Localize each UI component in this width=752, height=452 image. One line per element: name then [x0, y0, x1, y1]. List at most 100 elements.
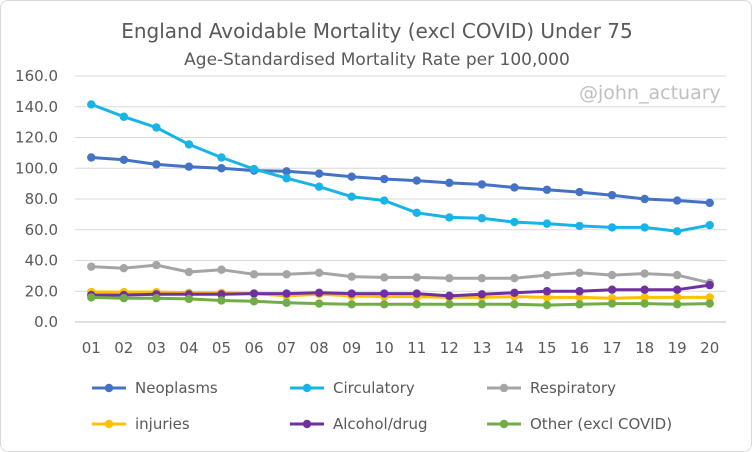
data-point: [672, 285, 682, 294]
y-tick-label: 20.0: [25, 282, 58, 300]
data-point: [510, 273, 519, 283]
legend-label: Other (excl COVID): [530, 415, 672, 433]
data-point: [152, 293, 161, 303]
data-point: [119, 155, 129, 164]
data-point: [672, 293, 682, 302]
data-point: [347, 172, 356, 181]
x-tick-label: 05: [212, 339, 231, 357]
data-point: [184, 162, 194, 171]
data-point: [575, 287, 584, 296]
x-tick-label: 15: [537, 339, 556, 357]
data-point: [184, 267, 194, 277]
x-tick-label: 11: [407, 339, 426, 357]
data-point: [640, 299, 649, 308]
chart-subtitle: Age-Standardised Mortality Rate per 100,…: [184, 50, 570, 70]
legend: Neoplasms Circulatory Respiratory injuries A…: [92, 379, 672, 433]
legend-label: Neoplasms: [135, 379, 218, 397]
data-point: [119, 293, 129, 303]
data-point: [607, 190, 617, 200]
data-point: [249, 164, 259, 174]
data-point: [87, 262, 96, 271]
data-point: [672, 227, 682, 236]
data-point: [705, 198, 714, 208]
data-point: [152, 123, 161, 132]
series-line: [89, 295, 712, 307]
data-point: [184, 294, 194, 304]
data-point: [380, 300, 389, 309]
data-point: [640, 285, 649, 294]
data-point: [477, 214, 487, 223]
data-point: [412, 176, 421, 185]
data-point: [314, 169, 324, 178]
series-group: [87, 100, 714, 310]
x-tick-label: 08: [310, 339, 329, 357]
chart-title: England Avoidable Mortality (excl COVID)…: [121, 19, 633, 43]
series-4: [87, 280, 714, 301]
data-point: [217, 153, 226, 162]
x-axis: 01 02 03 04 05 06 07 08 09 10 11 12 13 14 15 16 17 18 19 20: [82, 339, 720, 357]
data-point: [705, 220, 714, 230]
data-point: [249, 270, 259, 279]
legend-item: Alcohol/drug: [290, 415, 427, 433]
legend-item: Respiratory: [487, 379, 616, 397]
watermark: @john_actuary: [579, 82, 721, 104]
y-tick-label: 140.0: [15, 98, 58, 116]
legend-item: Neoplasms: [92, 379, 218, 397]
data-point: [640, 269, 649, 278]
legend-label: Circulatory: [333, 379, 415, 397]
data-point: [575, 221, 584, 231]
data-point: [412, 300, 421, 309]
data-point: [542, 270, 552, 280]
data-point: [412, 208, 421, 218]
data-point: [282, 174, 291, 183]
data-point: [282, 289, 291, 298]
series-line: [89, 263, 712, 285]
data-point: [412, 273, 421, 282]
data-point: [347, 192, 356, 201]
y-tick-label: 0.0: [34, 313, 58, 331]
legend-item: Other (excl COVID): [487, 415, 672, 433]
data-point: [575, 268, 584, 277]
data-point: [445, 178, 454, 188]
data-point: [445, 273, 454, 283]
legend-item: Circulatory: [290, 379, 415, 397]
x-tick-label: 18: [635, 339, 654, 357]
data-point: [607, 223, 617, 232]
x-tick-label: 14: [505, 339, 524, 357]
data-point: [380, 289, 389, 298]
series-0: [87, 153, 714, 208]
data-point: [510, 217, 519, 227]
legend-label: Alcohol/drug: [333, 415, 427, 433]
legend-swatch-marker: [499, 419, 509, 429]
x-tick-label: 07: [277, 339, 296, 357]
data-point: [314, 268, 324, 277]
data-point: [282, 167, 291, 176]
data-point: [184, 140, 194, 149]
x-tick-label: 16: [570, 339, 589, 357]
data-point: [705, 280, 714, 290]
data-point: [510, 288, 519, 297]
y-tick-label: 100.0: [15, 159, 58, 177]
y-tick-label: 80.0: [25, 190, 58, 208]
data-point: [347, 300, 356, 309]
data-point: [217, 164, 226, 173]
y-tick-label: 60.0: [25, 221, 58, 239]
data-point: [542, 287, 552, 296]
data-point: [607, 270, 617, 280]
data-point: [217, 265, 226, 274]
data-point: [510, 183, 519, 192]
series-line: [89, 283, 712, 298]
x-tick-label: 03: [147, 339, 166, 357]
data-point: [672, 196, 682, 205]
data-point: [445, 291, 454, 301]
legend-swatch-marker: [499, 383, 509, 393]
legend-swatch-marker: [302, 383, 312, 393]
legend-item: injuries: [92, 415, 190, 433]
data-point: [607, 299, 617, 308]
data-point: [640, 223, 649, 232]
data-point: [705, 293, 714, 302]
gridlines: [75, 75, 726, 323]
data-point: [314, 288, 324, 297]
y-axis: 0.0 20.0 40.0 60.0 80.0 100.0 120.0 140.0 160.0: [15, 67, 58, 331]
data-point: [672, 270, 682, 280]
